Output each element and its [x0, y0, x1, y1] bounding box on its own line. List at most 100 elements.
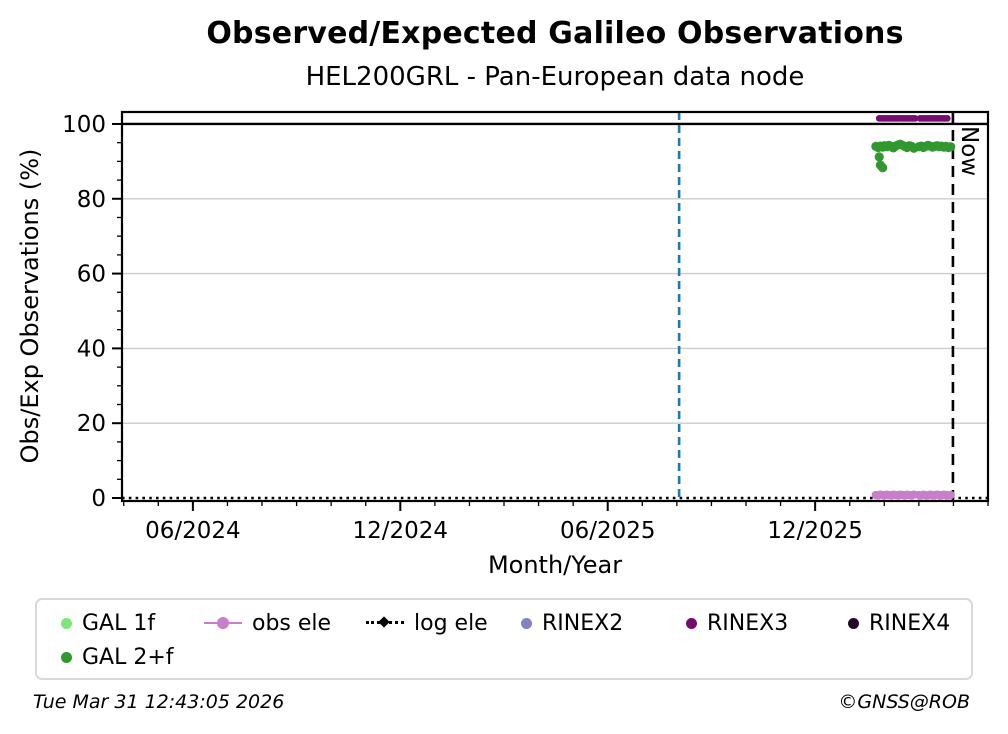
series-rinex3	[875, 114, 951, 122]
data-point	[880, 491, 889, 500]
data-point	[927, 142, 938, 152]
gal-2-f-marker-icon	[61, 651, 72, 663]
data-point	[943, 142, 953, 153]
data-point	[900, 491, 909, 500]
x-tick-label: 12/2024	[353, 518, 449, 544]
data-point	[879, 141, 889, 151]
legend-item-log-ele: log ele	[366, 611, 521, 636]
y-tick-label: 60	[77, 262, 106, 288]
data-point	[882, 490, 891, 499]
y-tick-label: 80	[77, 187, 106, 213]
legend-item-label: RINEX4	[869, 610, 951, 636]
data-point	[930, 114, 938, 122]
data-point	[884, 490, 894, 500]
data-point	[937, 114, 944, 122]
data-point	[875, 160, 885, 170]
data-point	[882, 114, 889, 122]
data-point	[946, 142, 956, 152]
timestamp-text: Tue Mar 31 12:43:05 2026	[33, 691, 285, 713]
data-point	[884, 114, 892, 122]
legend-item-label: GAL 2+f	[82, 644, 174, 670]
data-point	[936, 141, 947, 151]
data-point	[891, 490, 900, 500]
data-point	[921, 114, 928, 122]
x-tick-label: 06/2024	[145, 518, 241, 544]
data-point	[873, 142, 883, 153]
legend-item-gal-1f: GAL 1f	[61, 611, 204, 636]
data-point	[884, 140, 894, 150]
data-point	[914, 490, 924, 500]
data-point	[909, 114, 917, 122]
legend-box: GAL 1f obs ele log ele RINEX2 RINEX3 RINEX4 GA…	[35, 598, 973, 680]
data-point	[878, 163, 888, 173]
y-tick-label: 0	[91, 486, 106, 512]
data-point	[914, 142, 924, 152]
data-point	[930, 491, 939, 500]
data-point	[886, 491, 896, 500]
legend-item-rinex4: RINEX4	[848, 611, 971, 636]
data-point	[893, 491, 903, 500]
legend-item-gal-2-f: GAL 2+f	[61, 645, 204, 670]
data-point	[932, 141, 942, 151]
data-point	[921, 490, 930, 500]
data-point	[935, 490, 944, 500]
y-tick-label: 20	[77, 411, 106, 437]
data-point	[923, 491, 933, 500]
data-point	[932, 114, 940, 122]
data-point	[893, 114, 901, 122]
data-point	[930, 141, 940, 152]
data-point	[911, 114, 919, 122]
copyright-text: ©GNSS@ROB	[838, 691, 970, 713]
gal-1f-marker-icon	[61, 617, 72, 629]
data-point	[878, 114, 885, 122]
data-point	[880, 114, 888, 122]
rinex3-marker-icon	[686, 617, 697, 629]
y-tick-label: 40	[77, 336, 106, 362]
data-point	[934, 114, 942, 122]
data-point	[905, 490, 914, 500]
data-point	[902, 490, 912, 499]
data-point	[878, 142, 888, 152]
data-point	[893, 140, 903, 150]
now-label: Now	[956, 126, 982, 176]
data-point	[876, 490, 885, 499]
data-point	[943, 114, 951, 122]
data-point	[941, 141, 951, 152]
rinex4-marker-icon	[848, 617, 859, 629]
data-point	[946, 490, 955, 500]
data-point	[919, 490, 928, 499]
series-gal-2-f	[871, 139, 956, 173]
rinex2-marker-icon	[521, 617, 532, 629]
data-point	[897, 140, 908, 150]
data-point	[916, 114, 924, 122]
data-point	[873, 491, 883, 500]
data-point	[944, 491, 953, 500]
data-point	[886, 141, 896, 152]
data-point	[939, 142, 949, 152]
obs-ele-marker-icon	[204, 617, 242, 629]
data-point	[909, 490, 919, 499]
data-point	[904, 114, 912, 122]
data-point	[923, 140, 933, 150]
data-point	[898, 490, 907, 500]
legend-item-label: GAL 1f	[82, 610, 156, 636]
data-point	[889, 490, 898, 499]
legend-item-label: RINEX2	[542, 610, 624, 636]
data-point	[875, 114, 883, 122]
data-point	[878, 490, 887, 500]
legend-item-label: log ele	[414, 610, 488, 636]
data-point	[921, 141, 931, 152]
data-point	[939, 114, 947, 122]
data-point	[895, 490, 905, 499]
x-axis-label: Month/Year	[487, 551, 623, 579]
x-tick-label: 12/2025	[767, 518, 863, 544]
data-point	[937, 491, 946, 500]
chart-title: Observed/Expected Galileo Observations	[206, 16, 904, 51]
data-point	[897, 114, 905, 122]
data-point	[907, 114, 914, 122]
data-point	[904, 141, 914, 151]
y-tick-label: 100	[62, 112, 106, 138]
data-point	[886, 114, 894, 122]
y-axis-label: Obs/Exp Observations (%)	[16, 148, 44, 464]
data-point	[939, 490, 949, 499]
